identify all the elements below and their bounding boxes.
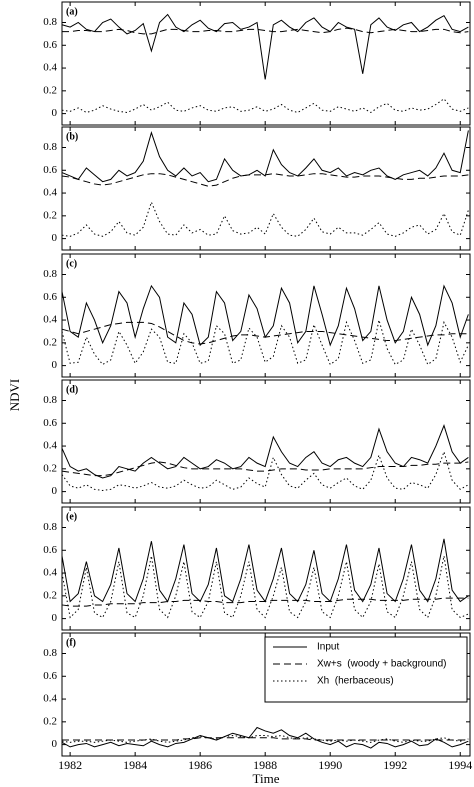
panel: (b) 0 0.2 0.4 0.6 0.8 xyxy=(43,126,471,251)
series-line xyxy=(61,321,469,345)
y-tick-label: 0 xyxy=(52,485,58,497)
panel-frame xyxy=(61,253,471,378)
x-tick-label: 1984 xyxy=(123,758,147,772)
x-tick-label: 1990 xyxy=(318,758,342,772)
y-tick-label: 0 xyxy=(52,612,58,624)
series-line xyxy=(62,737,469,741)
series-line xyxy=(61,98,469,114)
x-tick-label: 1988 xyxy=(253,758,277,772)
y-tick-label: 0.4 xyxy=(43,693,57,705)
series-line xyxy=(61,200,469,237)
y-tick-label: 0.8 xyxy=(43,268,57,280)
panel-label: (c) xyxy=(66,258,77,269)
panel: (c) 0 0.2 0.4 0.6 0.8 xyxy=(43,253,471,378)
series-line xyxy=(61,424,469,479)
y-tick-label: 0.6 xyxy=(43,291,57,303)
panel-frame xyxy=(61,126,471,251)
y-tick-label: 0.4 xyxy=(43,187,57,199)
series-line xyxy=(61,726,469,749)
y-tick-label: 0.8 xyxy=(43,647,57,659)
y-tick-label: 0.2 xyxy=(43,336,57,348)
x-tick-label: 1982 xyxy=(58,758,82,772)
y-tick-label: 0.2 xyxy=(43,589,57,601)
y-tick-label: 0.4 xyxy=(43,440,57,452)
panel-label: (b) xyxy=(66,131,78,142)
y-tick-label: 0.8 xyxy=(43,394,57,406)
series-line xyxy=(61,555,469,619)
legend-label: Xw+s (woody + background) xyxy=(317,659,447,670)
y-tick-label: 0.2 xyxy=(43,209,57,221)
legend-label: Input xyxy=(317,642,339,653)
series-line xyxy=(61,597,469,607)
y-tick-label: 0 xyxy=(52,107,58,119)
x-tick-label: 1986 xyxy=(188,758,212,772)
y-tick-label: 0.4 xyxy=(43,62,57,74)
y-tick-label: 0.2 xyxy=(43,715,57,727)
panel-label: (d) xyxy=(66,384,78,395)
y-tick-label: 0.4 xyxy=(43,567,57,579)
panel-label: (a) xyxy=(66,6,78,17)
y-tick-label: 0 xyxy=(52,232,58,244)
panel-label: (f) xyxy=(66,637,76,648)
legend: Input Xw+s (woody + background) Xh (herbac… xyxy=(264,636,468,703)
series-line xyxy=(62,27,469,35)
y-tick-label: 0.8 xyxy=(43,141,57,153)
y-tick-label: 0.6 xyxy=(43,164,57,176)
panel-frame xyxy=(61,632,471,757)
series-line xyxy=(61,13,469,80)
series-line xyxy=(61,319,469,366)
y-tick-label: 0 xyxy=(52,359,58,371)
panel-frame xyxy=(61,506,471,631)
series-line xyxy=(61,173,469,187)
y-tick-label: 0.8 xyxy=(43,16,57,28)
y-tick-label: 0.6 xyxy=(43,39,57,51)
panel-frame xyxy=(61,379,471,504)
panel-frame xyxy=(61,1,471,126)
panel: (e) 0 0.2 0.4 0.6 0.8 xyxy=(43,506,471,631)
series-line xyxy=(61,450,469,491)
y-tick-label: 0.8 xyxy=(43,521,57,533)
y-tick-label: 0.6 xyxy=(43,670,57,682)
y-tick-label: 0.4 xyxy=(43,314,57,326)
legend-box xyxy=(264,636,468,703)
x-axis-label: Time xyxy=(253,771,280,786)
y-tick-label: 0.6 xyxy=(43,417,57,429)
x-tick-label: 1994 xyxy=(448,758,472,772)
panel: (a) 0 0.2 0.4 0.6 0.8 xyxy=(43,1,471,126)
series-line xyxy=(61,461,469,477)
y-tick-label: 0.2 xyxy=(43,462,57,474)
series-line xyxy=(61,130,469,183)
y-tick-label: 0.2 xyxy=(43,84,57,96)
series-line xyxy=(61,734,469,743)
panel-label: (e) xyxy=(66,511,77,522)
series-line xyxy=(61,538,469,603)
y-tick-label: 0 xyxy=(52,738,58,750)
y-axis-label: NDVI xyxy=(7,379,22,412)
legend-label: Xh (herbaceous) xyxy=(317,676,394,687)
x-tick-label: 1992 xyxy=(383,758,407,772)
y-tick-label: 0.6 xyxy=(43,544,57,556)
panel: (d) 0 0.2 0.4 0.6 0.8 xyxy=(43,379,471,504)
panel: (f) 0 0.2 0.4 0.6 0.8 1982 1984 1986 1988 1990 1992… xyxy=(43,632,472,786)
series-line xyxy=(61,284,469,347)
